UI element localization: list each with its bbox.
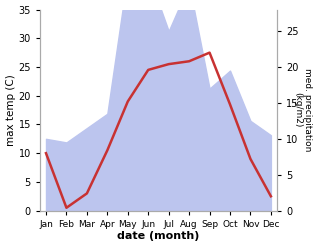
X-axis label: date (month): date (month) [117, 231, 200, 242]
Y-axis label: max temp (C): max temp (C) [5, 74, 16, 146]
Y-axis label: med. precipitation
(kg/m2): med. precipitation (kg/m2) [293, 68, 313, 152]
